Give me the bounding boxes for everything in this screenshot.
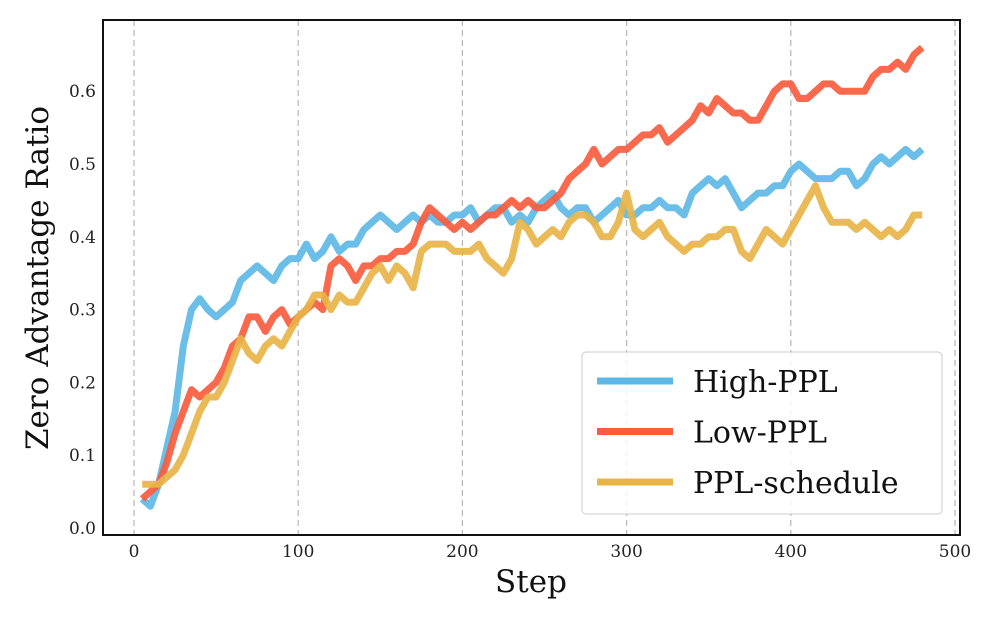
y-ticks: 0.0 0.1 0.2 0.3 0.4 0.5 0.6 xyxy=(69,82,96,539)
legend-label: Low-PPL xyxy=(693,416,827,451)
x-tick-label: 0 xyxy=(129,542,140,562)
plot-frame xyxy=(102,19,961,536)
legend-label: High-PPL xyxy=(693,365,838,400)
series-lines xyxy=(139,44,925,510)
x-tick-label: 300 xyxy=(610,542,642,562)
series-line-ppl-schedule xyxy=(142,182,923,488)
legend: High-PPL Low-PPL PPL-schedule xyxy=(581,351,943,515)
y-axis-label: Zero Advantage Ratio xyxy=(20,106,56,450)
y-tick-label: 0.4 xyxy=(69,228,96,248)
x-ticks: 0 100 200 300 400 500 xyxy=(129,542,972,562)
series-line-low-ppl xyxy=(139,44,925,502)
series-line-high-ppl xyxy=(139,145,925,510)
y-tick-label: 0.1 xyxy=(69,446,96,466)
y-tick-label: 0.2 xyxy=(69,373,96,393)
grid xyxy=(133,20,956,535)
x-axis-label: Step xyxy=(495,564,567,600)
x-tick-label: 200 xyxy=(446,542,478,562)
x-tick-label: 100 xyxy=(282,542,314,562)
x-tick-label: 400 xyxy=(775,542,807,562)
legend-label: PPL-schedule xyxy=(693,466,899,501)
legend-box xyxy=(581,351,943,515)
y-tick-label: 0.6 xyxy=(69,82,96,102)
y-tick-label: 0.3 xyxy=(69,301,96,321)
x-tick-label: 500 xyxy=(939,542,971,562)
y-tick-label: 0.5 xyxy=(69,155,96,175)
y-tick-label: 0.0 xyxy=(69,519,96,539)
